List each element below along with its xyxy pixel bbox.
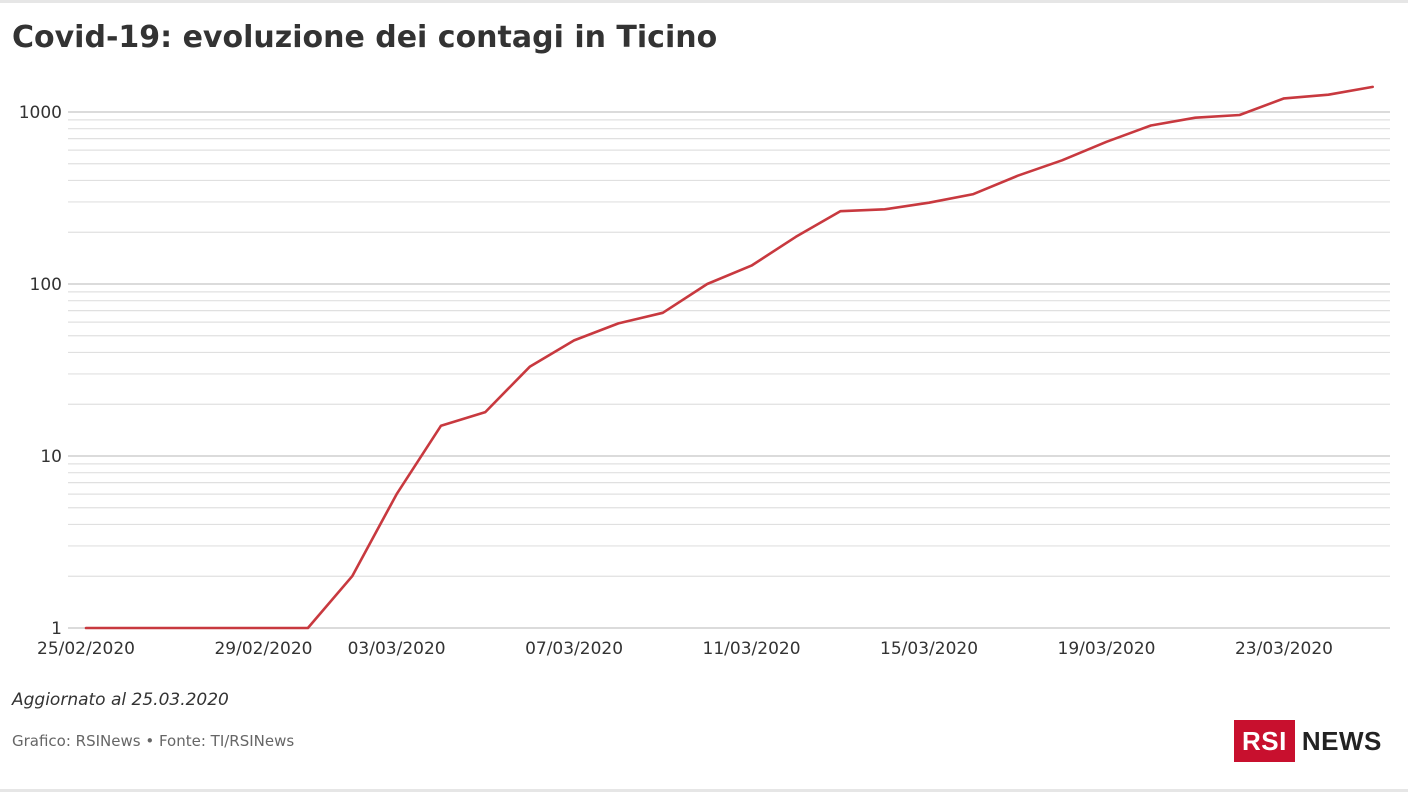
y-axis-ticks: 1 10 100 1000	[19, 103, 62, 639]
y-tick-label: 100	[30, 275, 62, 295]
y-tick-label: 10	[40, 447, 62, 467]
x-tick-label: 15/03/2020	[880, 639, 978, 659]
updated-note: Aggiornato al 25.03.2020	[12, 690, 229, 710]
series-layer	[84, 85, 1374, 630]
y-tick-label: 1	[51, 619, 62, 639]
line-chart: 1 10 100 1000 25/02/2020 29/02/2020 03/03/202…	[19, 85, 1390, 659]
logo-rsi-mark: RSI	[1234, 720, 1295, 762]
x-tick-label: 25/02/2020	[37, 639, 135, 659]
y-tick-label: 1000	[19, 103, 62, 123]
x-tick-label: 11/03/2020	[703, 639, 801, 659]
x-tick-label: 29/02/2020	[214, 639, 312, 659]
logo-news-text: NEWS	[1301, 725, 1382, 756]
rsi-news-logo: RSI NEWS	[1234, 720, 1382, 762]
bottom-rule	[0, 789, 1408, 792]
x-tick-label: 03/03/2020	[348, 639, 446, 659]
x-tick-label: 19/03/2020	[1058, 639, 1156, 659]
x-axis-ticks: 25/02/2020 29/02/2020 03/03/2020 07/03/2020…	[37, 639, 1333, 659]
x-tick-label: 07/03/2020	[525, 639, 623, 659]
chart-title: Covid-19: evoluzione dei contagi in Tici…	[12, 20, 718, 55]
x-tick-label: 23/03/2020	[1235, 639, 1333, 659]
gridlines	[68, 111, 1390, 629]
top-rule	[0, 0, 1408, 3]
source-credits: Grafico: RSINews • Fonte: TI/RSINews	[12, 732, 295, 750]
series-line	[84, 85, 1374, 630]
